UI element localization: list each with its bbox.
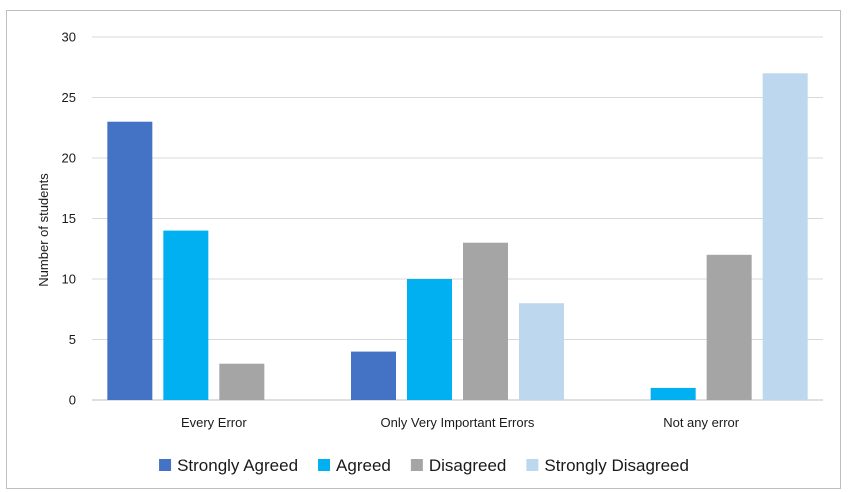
- bar: [463, 242, 508, 400]
- x-tick-label: Only Very Important Errors: [381, 415, 535, 430]
- bar: [351, 351, 396, 400]
- bar: [219, 363, 265, 400]
- bar: [762, 73, 808, 401]
- bar: [107, 121, 153, 400]
- legend-swatch: [318, 459, 331, 471]
- bars: [107, 73, 808, 401]
- bar: [163, 230, 209, 400]
- legend-swatch: [410, 459, 423, 471]
- bar: [706, 254, 752, 400]
- legend-entry-label: Agreed: [336, 456, 391, 475]
- y-tick-label: 15: [62, 211, 76, 226]
- legend-swatch: [526, 459, 539, 471]
- bar: [650, 387, 696, 400]
- x-tick-label: Every Error: [181, 415, 247, 430]
- legend-entry-label: Strongly Agreed: [177, 456, 298, 475]
- y-axis-ticks: 0 5 10 15 20 25 30: [62, 30, 76, 408]
- x-tick-label: Not any error: [663, 415, 740, 430]
- y-tick-label: 10: [62, 272, 76, 287]
- y-tick-label: 25: [62, 90, 76, 105]
- y-tick-label: 0: [69, 393, 76, 408]
- gridlines: [92, 36, 823, 401]
- bar: [519, 303, 564, 400]
- y-tick-label: 30: [62, 30, 76, 45]
- legend-swatch: [159, 459, 172, 471]
- y-tick-label: 20: [62, 151, 76, 166]
- x-axis-ticks: Every Error Only Very Important Errors Not…: [181, 415, 740, 430]
- legend-entry-label: Strongly Disagreed: [544, 456, 689, 475]
- y-axis-label: Number of students: [36, 173, 51, 287]
- legend: Strongly Agreed Agreed Disagreed Strongly D…: [159, 456, 689, 475]
- legend-entry-label: Disagreed: [429, 456, 507, 475]
- bar: [407, 279, 452, 400]
- y-tick-label: 5: [69, 332, 76, 347]
